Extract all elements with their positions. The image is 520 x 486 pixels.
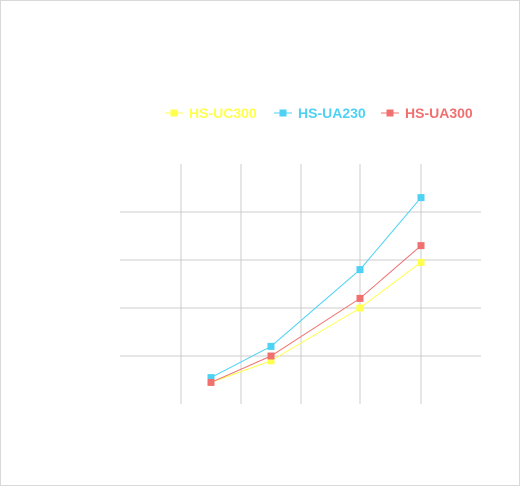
data-point-hs-uc300-4: [417, 258, 425, 266]
series-line-hs-uc300: [210, 261, 422, 383]
series-hs-ua300: [207, 242, 425, 386]
data-point-hs-ua230-2: [267, 342, 275, 350]
data-point-hs-ua300-1: [207, 378, 215, 386]
data-point-hs-ua230-3: [356, 266, 364, 274]
legend-label-hs-ua300: HS-UA300: [405, 105, 473, 121]
data-point-hs-uc300-3: [356, 304, 364, 312]
data-point-hs-ua300-3: [356, 294, 364, 302]
legend-marker-hs-ua230: [279, 109, 287, 117]
data-point-hs-ua300-2: [267, 352, 275, 360]
series-layer: [207, 194, 425, 386]
legend-item-hs-uc300: HS-UC300: [165, 105, 257, 121]
legend-marker-hs-uc300: [170, 109, 178, 117]
legend-item-hs-ua300: HS-UA300: [381, 105, 473, 121]
series-hs-uc300: [207, 258, 425, 386]
series-line-hs-ua300: [210, 245, 422, 383]
series-hs-ua230: [207, 194, 425, 382]
legend: HS-UC300 HS-UA230 HS-UA300: [165, 105, 473, 121]
legend-marker-hs-ua300: [386, 109, 394, 117]
legend-item-hs-ua230: HS-UA230: [274, 105, 366, 121]
series-line-hs-ua230: [210, 197, 422, 379]
legend-label-hs-ua230: HS-UA230: [298, 105, 366, 121]
data-point-hs-uc300-2: [267, 357, 275, 365]
grid: [120, 164, 481, 404]
data-point-hs-ua300-4: [417, 242, 425, 250]
legend-label-hs-uc300: HS-UC300: [189, 105, 257, 121]
data-point-hs-ua230-1: [207, 374, 215, 382]
data-point-hs-ua230-4: [417, 194, 425, 202]
